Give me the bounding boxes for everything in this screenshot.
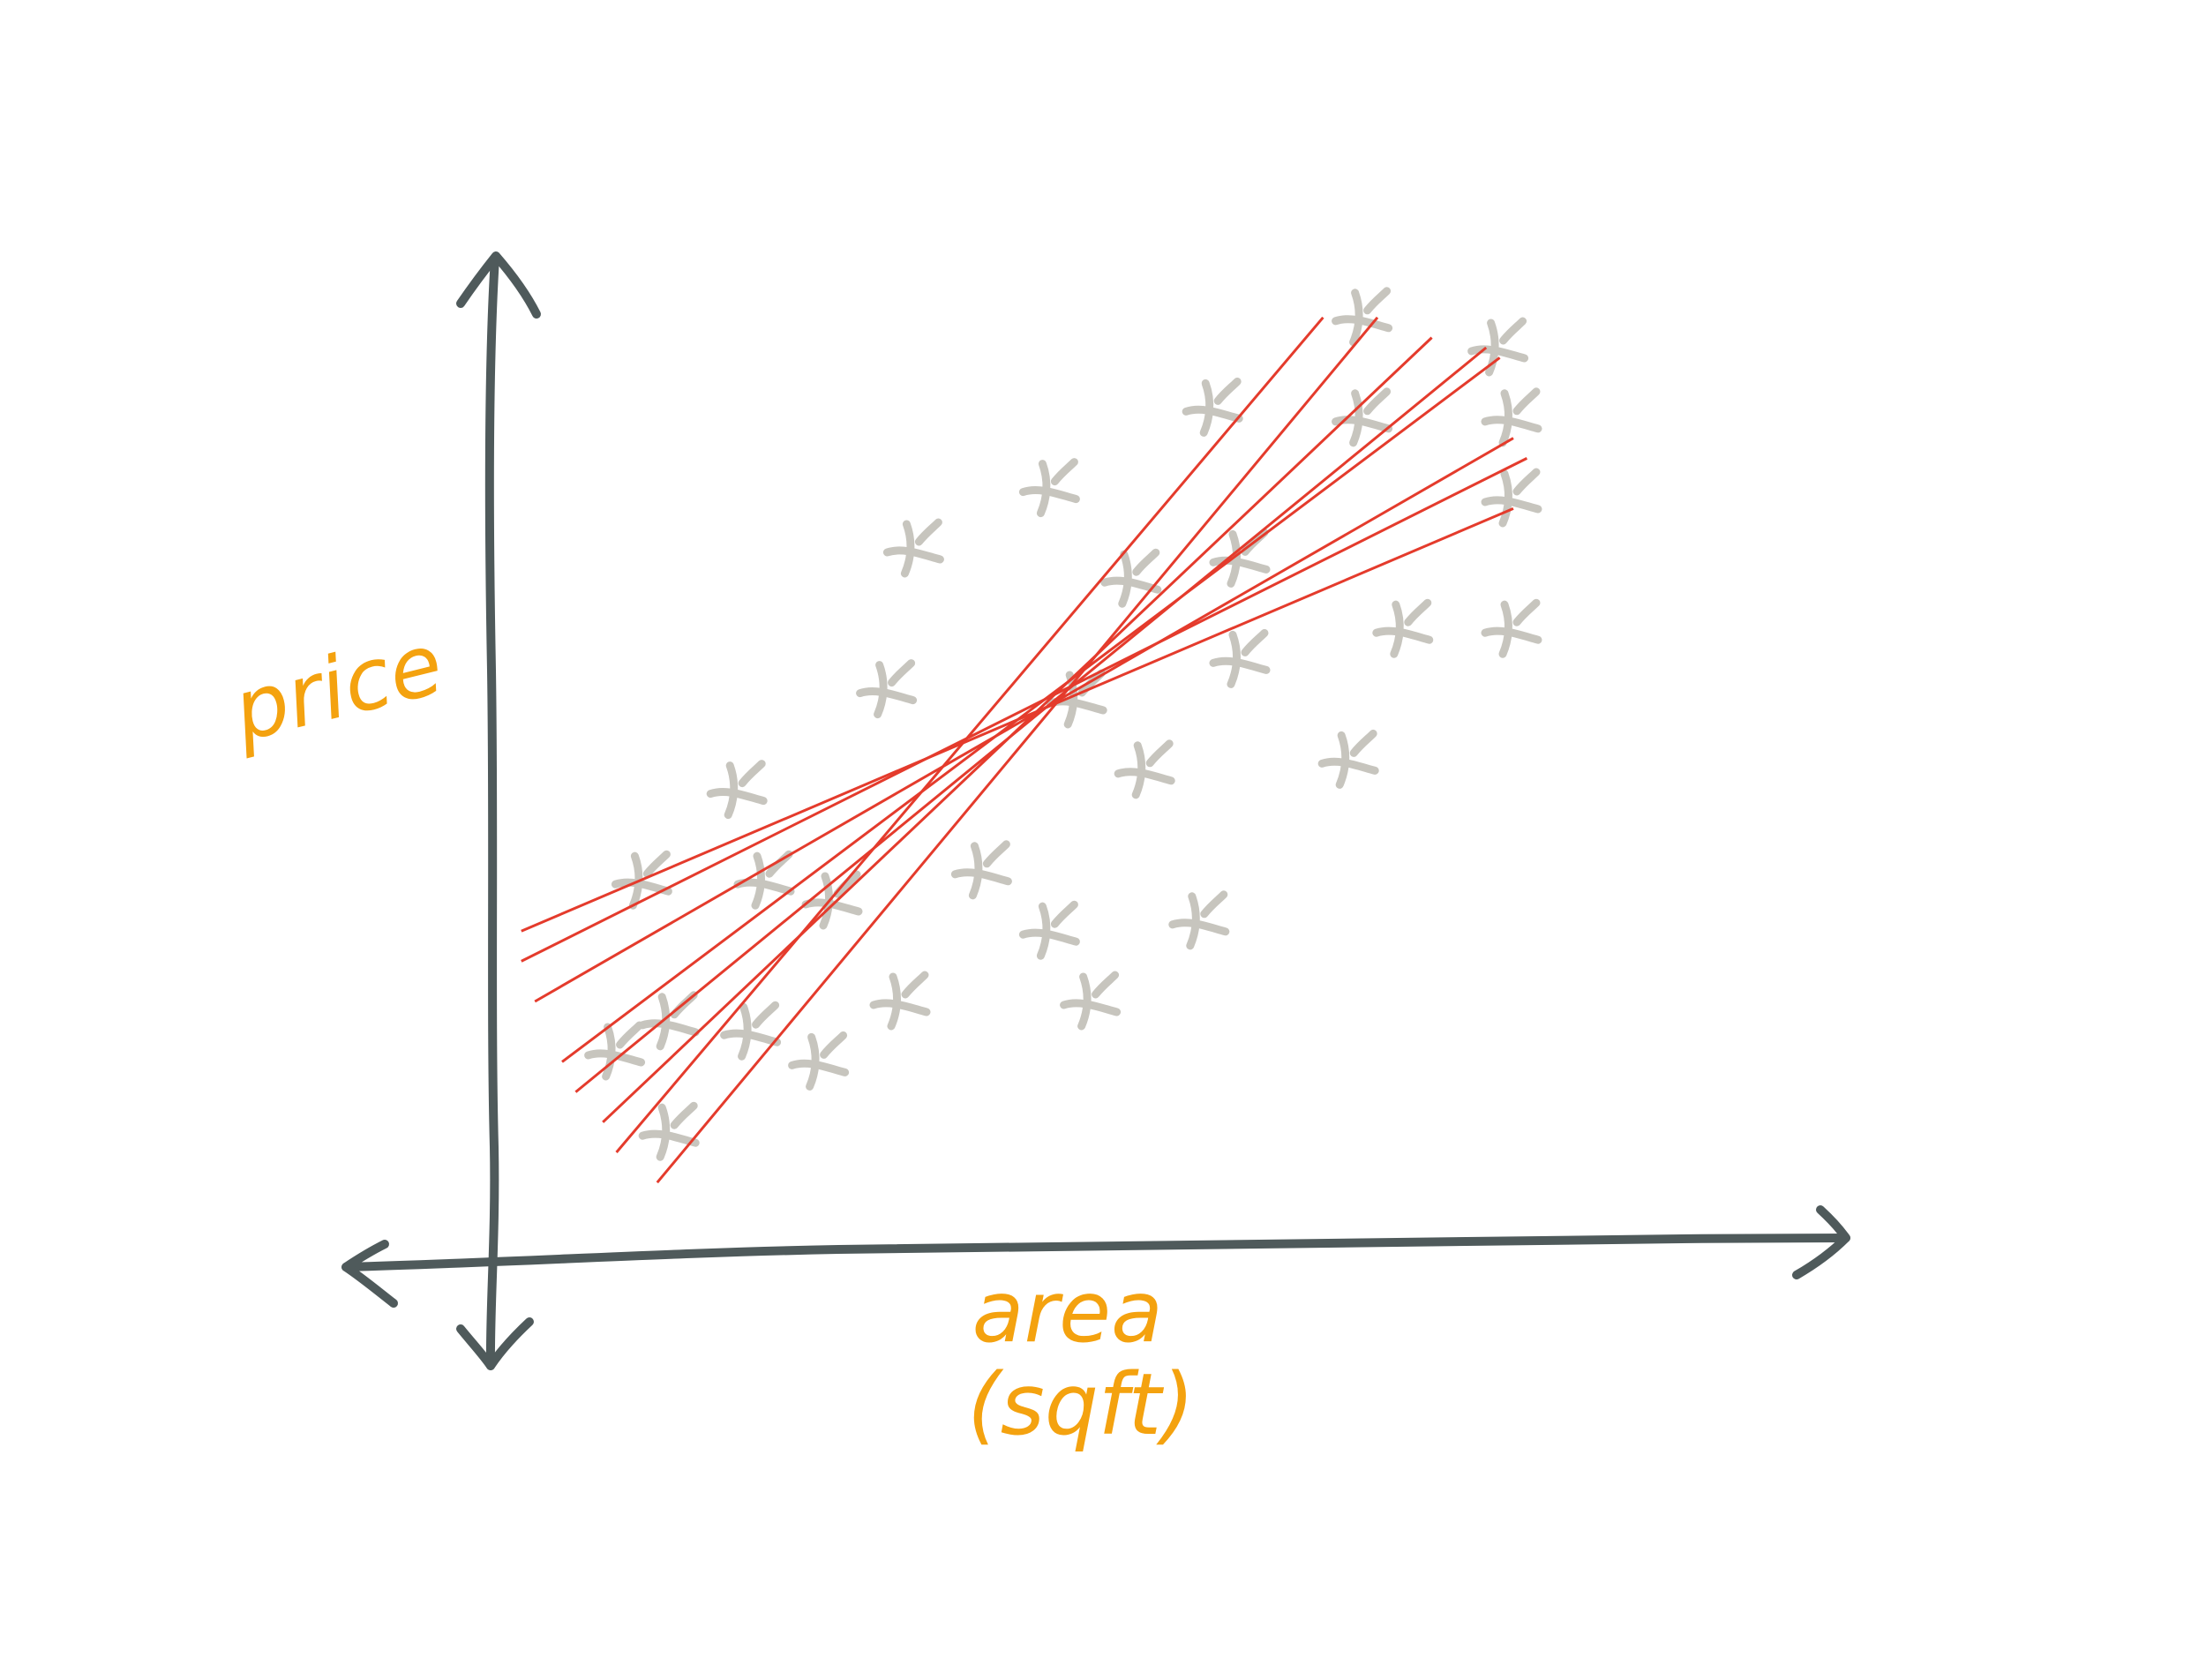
y-axis-label: price xyxy=(222,614,452,761)
y-axis-bottom-arrow xyxy=(456,1317,534,1370)
data-point xyxy=(869,971,931,1031)
x-axis-label: area (sqft) xyxy=(967,1263,1194,1454)
data-point xyxy=(856,659,918,719)
x-axis-label-line-2: (sqft) xyxy=(967,1355,1194,1454)
data-point xyxy=(1018,900,1080,960)
data-point xyxy=(720,1001,782,1061)
data-point xyxy=(706,760,768,820)
x-axis-right-arrow xyxy=(1792,1205,1850,1279)
data-points xyxy=(584,287,1542,1161)
data-point xyxy=(1182,377,1243,437)
data-point xyxy=(1332,387,1393,447)
data-point xyxy=(1481,598,1542,658)
data-point xyxy=(1467,317,1529,377)
data-point xyxy=(638,991,700,1051)
data-point xyxy=(1481,468,1542,528)
fit-line xyxy=(574,346,1488,1093)
data-point xyxy=(1209,628,1271,688)
fit-line xyxy=(656,316,1379,1184)
data-point xyxy=(1018,458,1080,518)
data-point xyxy=(1372,598,1434,658)
y-axis-top-arrow xyxy=(456,251,541,319)
data-point xyxy=(1060,971,1122,1031)
data-point xyxy=(1100,548,1162,608)
data-point xyxy=(950,840,1012,900)
data-point xyxy=(1317,729,1379,789)
data-point xyxy=(1114,739,1175,799)
data-point xyxy=(882,518,944,578)
fit-line xyxy=(521,457,1528,963)
x-axis-left-arrow xyxy=(341,1240,398,1308)
fit-line xyxy=(615,316,1324,1153)
y-axis xyxy=(484,253,499,1370)
data-point xyxy=(1481,387,1542,447)
data-point xyxy=(1332,287,1393,347)
data-point xyxy=(788,1031,850,1091)
fit-line xyxy=(534,437,1514,1003)
data-point xyxy=(1168,890,1230,950)
fit-lines xyxy=(521,316,1528,1184)
x-axis xyxy=(341,1234,1850,1271)
fit-line xyxy=(561,356,1501,1063)
data-point xyxy=(584,1021,646,1081)
fit-line xyxy=(521,507,1514,933)
data-point xyxy=(801,870,863,930)
x-axis-label-line-1: area xyxy=(972,1263,1163,1361)
